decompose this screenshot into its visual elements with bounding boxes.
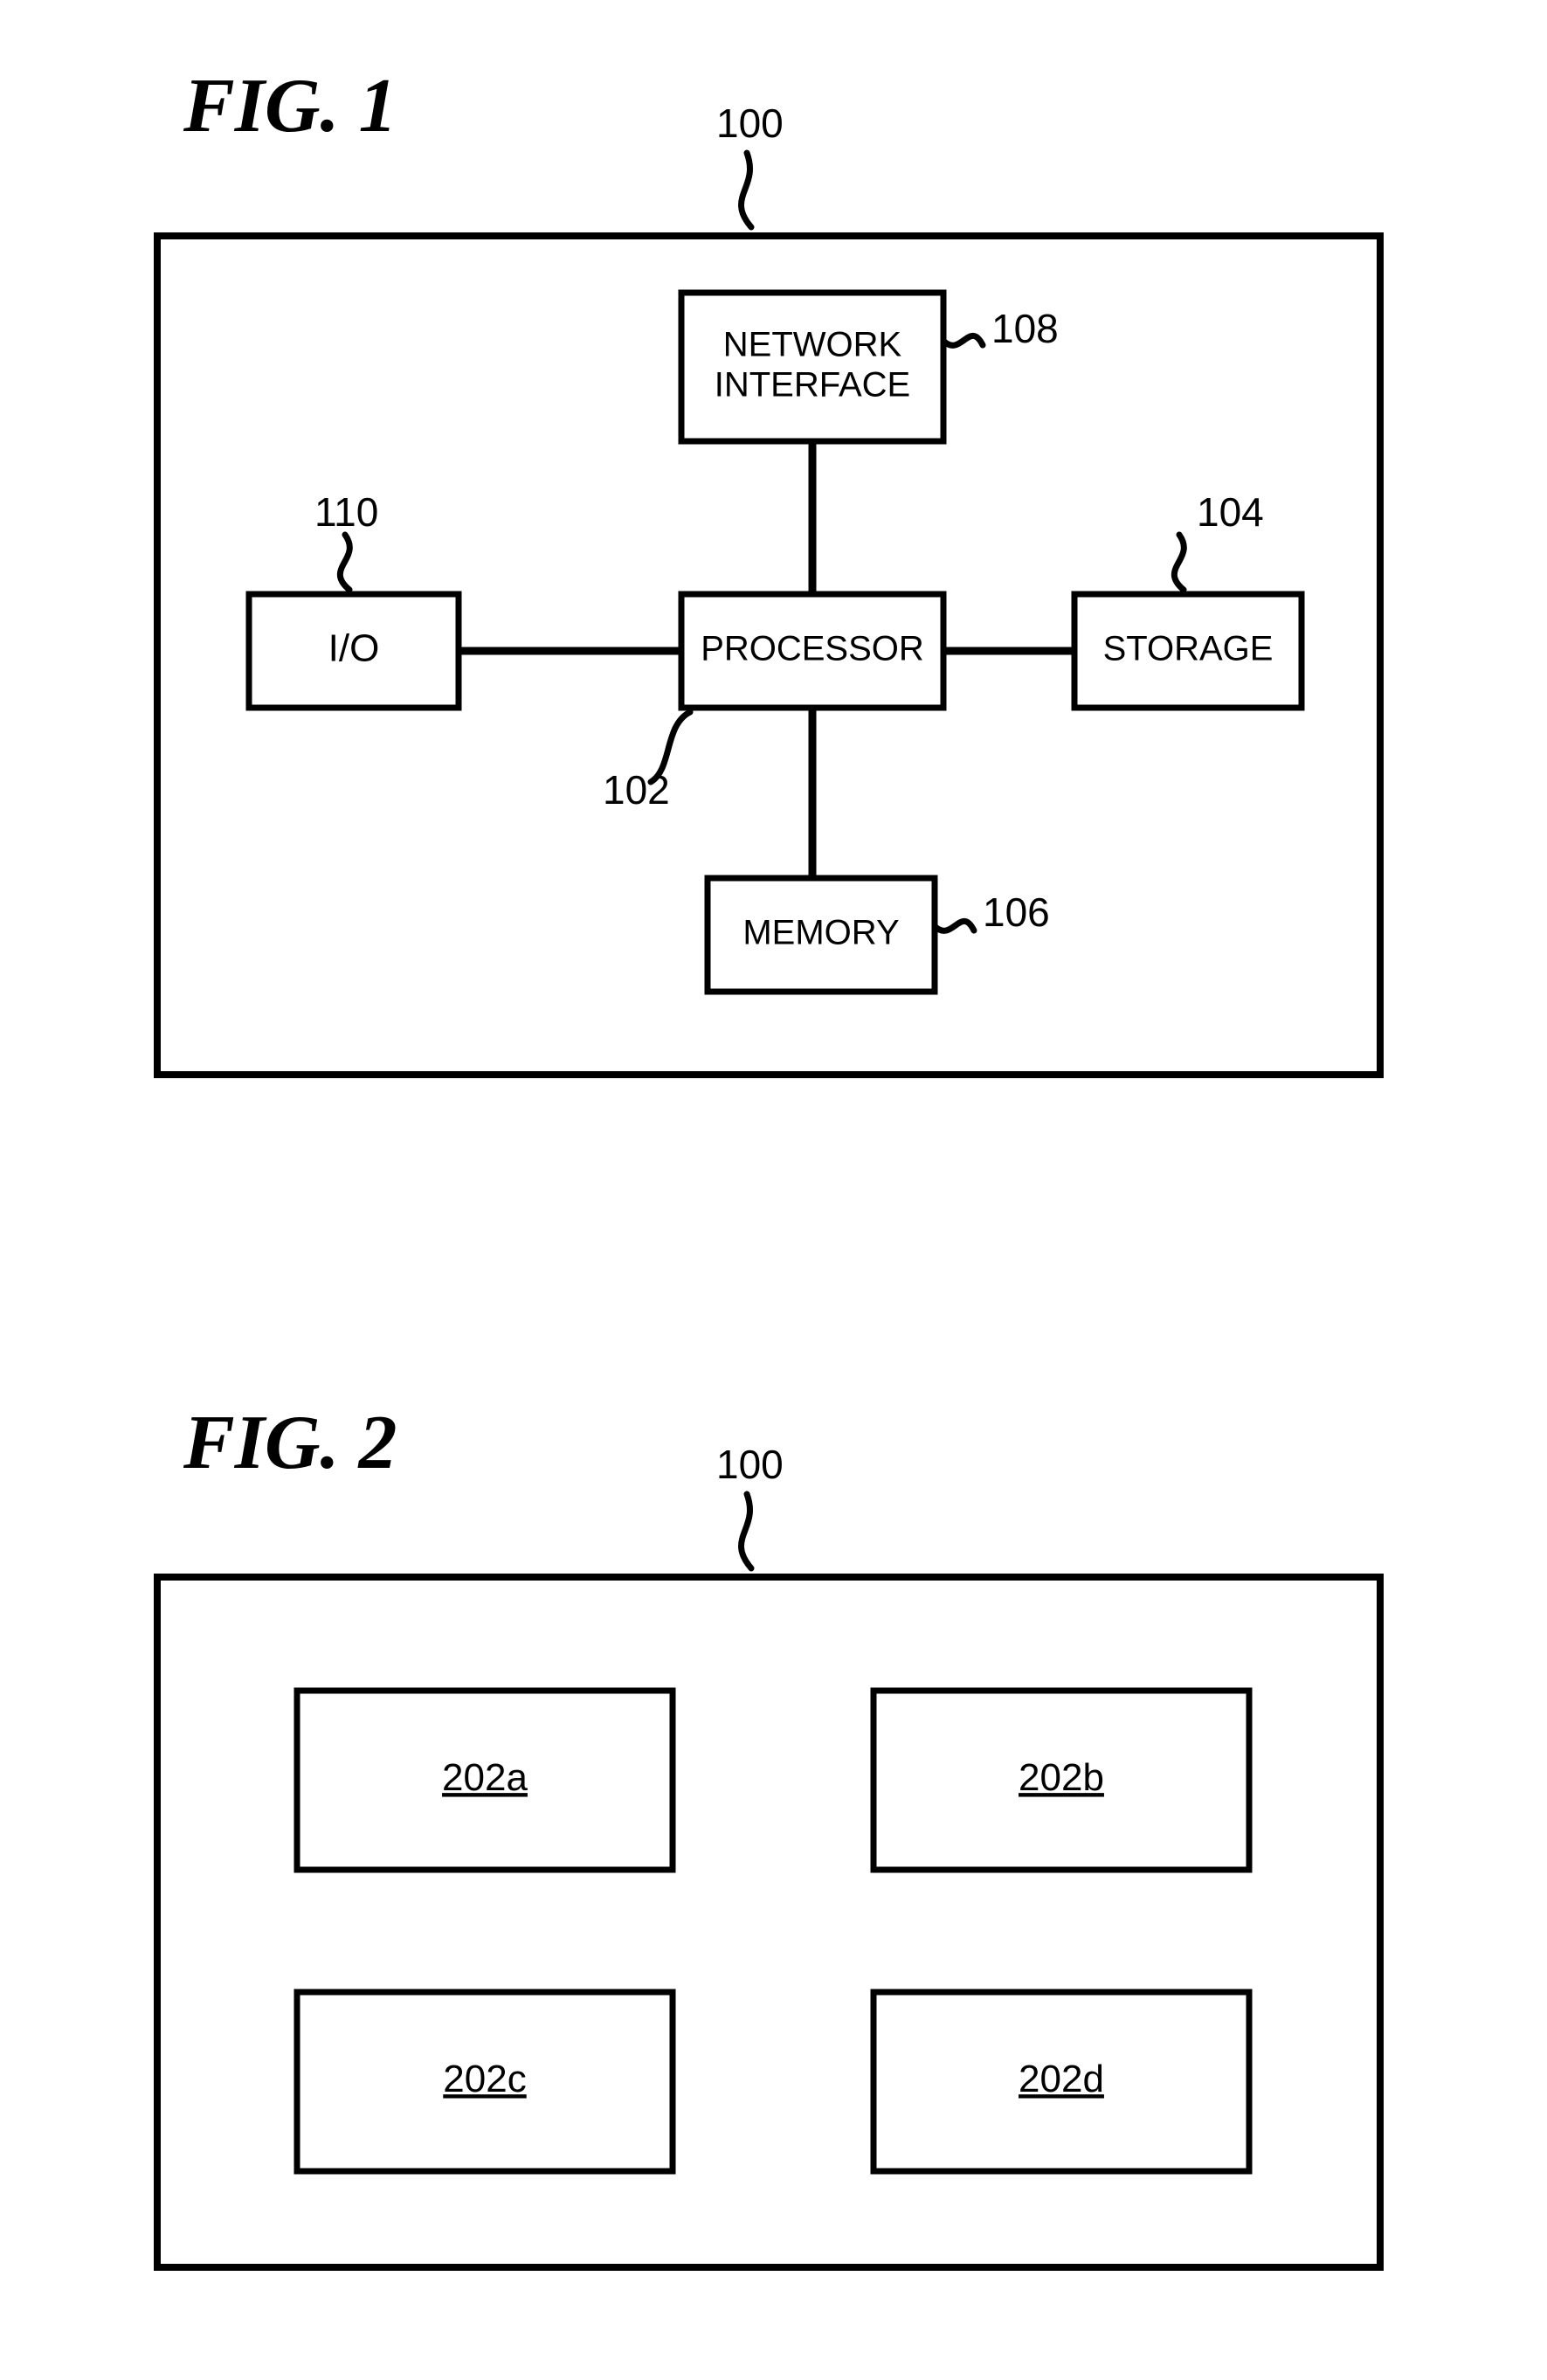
fig2-cell-202c: 202c [297,1992,673,2171]
svg-text:INTERFACE: INTERFACE [715,366,910,405]
fig2-ref-100: 100 [716,1442,784,1487]
svg-text:202d: 202d [1019,2058,1104,2100]
fig1-block-network: NETWORKINTERFACE [681,293,943,441]
fig1-title: FIG. 1 [183,64,397,149]
fig1-ref-104: 104 [1197,489,1264,535]
svg-text:NETWORK: NETWORK [723,326,902,364]
fig1-block-memory: MEMORY [708,878,935,992]
svg-text:202c: 202c [443,2058,526,2100]
fig2-cell-202a: 202a [297,1691,673,1870]
fig1-ref-106: 106 [983,889,1050,935]
svg-text:PROCESSOR: PROCESSOR [701,630,924,668]
fig1-ref-100: 100 [716,100,784,146]
fig2-cell-202d: 202d [874,1992,1249,2171]
fig1-ref-110: 110 [314,489,378,535]
fig2-title: FIG. 2 [183,1401,397,1485]
fig1-ref-108: 108 [991,306,1059,351]
svg-text:I/O: I/O [328,627,380,670]
fig1-block-io: I/O [249,594,459,708]
svg-text:202a: 202a [442,1756,528,1799]
fig1-block-storage: STORAGE [1074,594,1302,708]
svg-text:STORAGE: STORAGE [1103,630,1274,668]
svg-text:202b: 202b [1019,1756,1104,1799]
fig1-block-processor: PROCESSOR [681,594,943,708]
fig2-cell-202b: 202b [874,1691,1249,1870]
svg-text:MEMORY: MEMORY [742,914,899,952]
